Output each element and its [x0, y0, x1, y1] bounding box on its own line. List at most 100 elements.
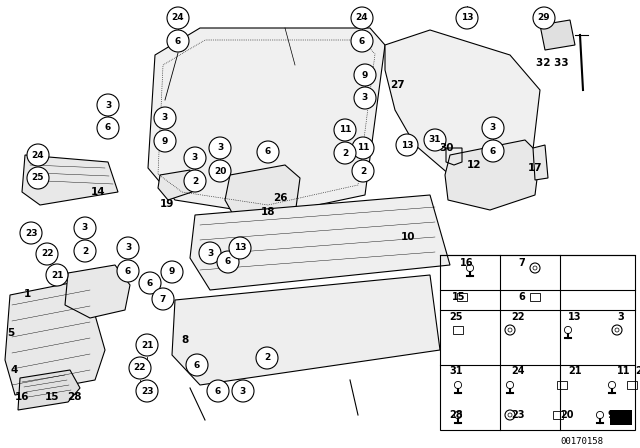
Polygon shape	[65, 265, 130, 318]
Text: 24: 24	[356, 13, 368, 22]
Circle shape	[152, 288, 174, 310]
Circle shape	[74, 240, 96, 262]
Circle shape	[352, 137, 374, 159]
Polygon shape	[540, 20, 575, 50]
Circle shape	[209, 137, 231, 159]
Text: 3: 3	[105, 100, 111, 109]
Text: 21: 21	[141, 340, 153, 349]
Text: 21: 21	[51, 271, 63, 280]
Text: 25: 25	[449, 312, 463, 322]
Text: 22: 22	[511, 312, 525, 322]
Polygon shape	[190, 195, 450, 290]
Circle shape	[334, 119, 356, 141]
Text: 3: 3	[617, 312, 624, 322]
Polygon shape	[18, 370, 80, 410]
Text: 20: 20	[560, 410, 573, 420]
Bar	[457, 293, 467, 301]
Text: 00170158: 00170158	[560, 438, 603, 447]
Text: 2: 2	[635, 366, 640, 376]
Circle shape	[533, 7, 555, 29]
Text: 3: 3	[162, 113, 168, 122]
Text: 17: 17	[528, 163, 542, 173]
Circle shape	[351, 7, 373, 29]
Text: 30: 30	[440, 143, 454, 153]
Circle shape	[229, 237, 251, 259]
Circle shape	[129, 357, 151, 379]
Text: 19: 19	[160, 199, 174, 209]
Text: 29: 29	[538, 13, 550, 22]
Text: 13: 13	[401, 141, 413, 150]
Text: 2: 2	[264, 353, 270, 362]
Text: 14: 14	[91, 187, 106, 197]
Circle shape	[20, 222, 42, 244]
Text: 3: 3	[217, 143, 223, 152]
Text: 18: 18	[260, 207, 275, 217]
Text: 3: 3	[192, 154, 198, 163]
Circle shape	[154, 107, 176, 129]
Text: 32 33: 32 33	[536, 58, 568, 68]
Polygon shape	[172, 275, 440, 385]
Circle shape	[167, 30, 189, 52]
Text: 3: 3	[82, 224, 88, 233]
Text: 24: 24	[511, 366, 525, 376]
Text: 6: 6	[194, 361, 200, 370]
Text: 13: 13	[568, 312, 582, 322]
Circle shape	[351, 30, 373, 52]
Text: 7: 7	[160, 294, 166, 303]
Text: 8: 8	[181, 335, 189, 345]
Text: 31: 31	[449, 366, 463, 376]
Text: 6: 6	[490, 146, 496, 155]
Text: 22: 22	[41, 250, 53, 258]
Text: 28: 28	[67, 392, 81, 402]
Text: 6: 6	[215, 387, 221, 396]
Text: 6: 6	[147, 279, 153, 288]
Bar	[530, 293, 540, 301]
Bar	[627, 381, 637, 389]
Text: 6: 6	[359, 36, 365, 46]
Polygon shape	[5, 280, 105, 395]
Text: 26: 26	[273, 193, 287, 203]
Text: 21: 21	[568, 366, 582, 376]
Circle shape	[482, 140, 504, 162]
Circle shape	[396, 134, 418, 156]
Circle shape	[46, 264, 68, 286]
Text: 9: 9	[169, 267, 175, 276]
Circle shape	[424, 129, 446, 151]
Bar	[557, 381, 567, 389]
Polygon shape	[225, 165, 300, 225]
Text: 3: 3	[362, 94, 368, 103]
Bar	[610, 410, 632, 425]
Circle shape	[117, 260, 139, 282]
Circle shape	[154, 130, 176, 152]
Text: 6: 6	[518, 292, 525, 302]
Text: 13: 13	[461, 13, 473, 22]
Circle shape	[354, 87, 376, 109]
Text: 1: 1	[24, 289, 31, 299]
Text: 23: 23	[511, 410, 525, 420]
Text: 6: 6	[175, 36, 181, 46]
Text: 16: 16	[15, 392, 29, 402]
Polygon shape	[22, 155, 118, 205]
Circle shape	[161, 261, 183, 283]
Text: 24: 24	[32, 151, 44, 159]
Text: 3: 3	[125, 244, 131, 253]
Circle shape	[354, 64, 376, 86]
Text: 3: 3	[490, 124, 496, 133]
Text: 15: 15	[452, 292, 465, 302]
Circle shape	[27, 144, 49, 166]
Text: 6: 6	[125, 267, 131, 276]
Text: 22: 22	[134, 363, 147, 372]
Text: 28: 28	[449, 410, 463, 420]
Bar	[553, 411, 563, 419]
Text: 5: 5	[8, 328, 15, 338]
Text: 6: 6	[105, 124, 111, 133]
Text: 11: 11	[356, 143, 369, 152]
Circle shape	[186, 354, 208, 376]
Text: 9: 9	[362, 70, 368, 79]
Text: 3: 3	[240, 387, 246, 396]
Polygon shape	[158, 170, 192, 200]
Polygon shape	[445, 140, 540, 210]
Circle shape	[184, 170, 206, 192]
Circle shape	[257, 141, 279, 163]
Text: 9: 9	[162, 137, 168, 146]
